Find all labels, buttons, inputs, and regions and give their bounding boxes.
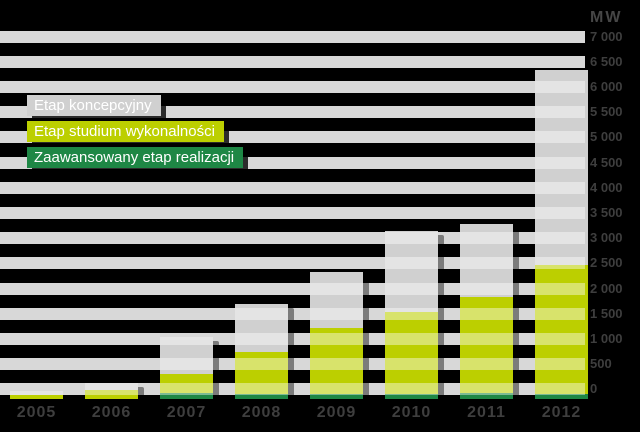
x-tick-label: 2010 (391, 404, 432, 421)
bar-segment-studium (235, 352, 288, 394)
gridline-band-overlay (0, 55, 585, 68)
bar-2009 (310, 271, 363, 399)
gridline-band-overlay (0, 232, 585, 245)
y-tick-label: 2 500 (590, 255, 623, 271)
gridline-band-overlay (0, 282, 585, 295)
gridline-band (0, 358, 585, 371)
bar-segment-studium (160, 373, 213, 393)
y-tick-label: 2 000 (590, 280, 623, 296)
gridline-band-overlay (0, 30, 585, 43)
legend-item-zaawansowany-etap-realizacji: Zaawansowany etap realizacji (27, 147, 244, 168)
gridline-band (0, 181, 585, 194)
y-tick-label: 5 500 (590, 104, 623, 120)
bar-segment-studium (85, 389, 138, 399)
x-tick-label: 2012 (541, 404, 582, 421)
x-tick-label: 2011 (467, 404, 506, 421)
x-tick-label: 2009 (316, 404, 357, 421)
gridline-band (0, 206, 585, 219)
bar-2006 (85, 382, 138, 399)
bar-segment-koncepcyjny (535, 70, 588, 266)
gridline-band (0, 80, 585, 93)
bar-2011 (460, 224, 513, 399)
bar-2010 (385, 230, 438, 399)
gridline-band (0, 257, 585, 270)
bar-segment-studium (460, 297, 513, 393)
y-tick-label: 7 000 (590, 28, 623, 44)
gridline-band-overlay (0, 257, 585, 270)
gridline-band (0, 55, 585, 68)
gridline-band-overlay (0, 358, 585, 371)
gridline-band (0, 282, 585, 295)
gridline-band-overlay (0, 206, 585, 219)
legend: Etap koncepcyjny Etap studium wykonalnoś… (27, 95, 244, 173)
y-tick-label: 4 000 (590, 179, 623, 195)
x-tick-label: 2005 (16, 404, 57, 421)
legend-label: Etap koncepcyjny (34, 97, 152, 114)
bar-segment-koncepcyjny (235, 304, 288, 353)
x-tick-label: 2007 (166, 404, 207, 421)
bar-segment-zaawansowany (160, 392, 213, 399)
gridline-band (0, 307, 585, 320)
y-tick-label: 4 500 (590, 154, 623, 170)
gridline-band (0, 232, 585, 245)
y-tick-label: 3 500 (590, 204, 623, 220)
bar-segment-studium (385, 312, 438, 394)
bar-segment-koncepcyjny (460, 224, 513, 298)
gridline-band-overlay (0, 80, 585, 93)
bar-segment-zaawansowany (535, 394, 588, 399)
y-tick-label: 1 000 (590, 330, 623, 346)
bar-segment-koncepcyjny (160, 337, 213, 374)
bar-segment-zaawansowany (310, 393, 363, 399)
x-tick-label: 2006 (91, 404, 132, 421)
bar-2008 (235, 304, 288, 399)
legend-label: Etap studium wykonalności (34, 123, 215, 140)
bar-segment-zaawansowany (460, 392, 513, 399)
gridline-band (0, 383, 585, 396)
bar-2012 (535, 70, 588, 399)
bar-2005 (10, 390, 63, 399)
x-tick-label: 2008 (241, 404, 282, 421)
legend-label: Zaawansowany etap realizacji (34, 149, 235, 166)
bar-segment-studium (10, 394, 63, 399)
y-tick-label: 500 (590, 356, 612, 372)
y-axis-unit-label: MW (590, 9, 623, 26)
legend-item-etap-studium-wykonalnosci: Etap studium wykonalności (27, 121, 224, 142)
bar-segment-zaawansowany (235, 393, 288, 399)
y-tick-label: 1 500 (590, 305, 623, 321)
y-tick-label: 5 000 (590, 129, 623, 145)
gridline-band (0, 332, 585, 345)
bar-segment-koncepcyjny (385, 230, 438, 313)
gridline-band (0, 30, 585, 43)
y-tick-label: 6 500 (590, 53, 623, 69)
bar-segment-studium (535, 265, 588, 395)
gridline-band-overlay (0, 181, 585, 194)
bar-segment-zaawansowany (385, 393, 438, 399)
y-tick-label: 6 000 (590, 78, 623, 94)
bar-2007 (160, 337, 213, 399)
gridline-band-overlay (0, 332, 585, 345)
gridline-band-overlay (0, 307, 585, 320)
gridline-band-overlay (0, 383, 585, 396)
y-tick-label: 3 000 (590, 230, 623, 246)
bar-segment-koncepcyjny (310, 271, 363, 329)
bar-segment-koncepcyjny (10, 390, 63, 395)
bar-segment-koncepcyjny (85, 382, 138, 390)
y-tick-label: 0 (590, 381, 598, 397)
legend-item-etap-koncepcyjny: Etap koncepcyjny (27, 95, 161, 116)
bar-segment-studium (310, 328, 363, 394)
